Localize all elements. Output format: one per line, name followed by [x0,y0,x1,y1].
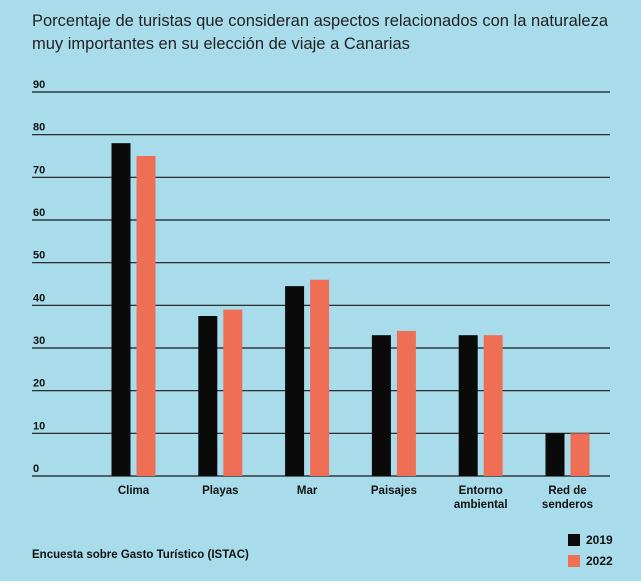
x-category-label: Clima [118,485,150,497]
x-category-label: Paisajes [371,485,417,497]
legend-item-2019: 2019 [568,529,613,550]
bar-2022-paisajes [396,330,416,476]
chart-title: Porcentaje de turistas que consideran as… [32,12,609,53]
bar-2022-clima [136,156,156,476]
y-tick-label: 60 [33,207,45,219]
x-category-label: Red de [548,485,586,497]
y-axis-tick-labels: 0 10 20 30 40 50 60 70 80 90 [33,79,45,475]
bar-2019-paisajes [371,335,391,476]
x-category-label: senderos [542,499,593,511]
x-axis-category-labels: Clima Playas Mar Paisajes Entorno ambiental Re… [118,485,593,511]
y-tick-label: 0 [33,463,39,475]
x-category-label: ambiental [454,499,508,511]
legend: 2019 2022 [568,529,613,571]
legend-label-2022: 2022 [586,553,613,568]
bar-2019-red-de-senderos [545,433,565,476]
bar-2022-playas [223,309,243,476]
legend-swatch-2019 [568,533,580,546]
bar-2022-entorno-ambiental [483,335,503,476]
y-tick-label: 70 [33,164,45,176]
y-tick-label: 20 [33,378,45,390]
bars [111,143,590,476]
bar-2022-mar [310,279,330,476]
x-category-label: Playas [202,485,238,497]
bar-2019-clima [111,143,131,476]
source-note: Encuesta sobre Gasto Turístico (ISTAC) [32,549,249,561]
legend-label-2019: 2019 [586,532,613,547]
y-tick-label: 80 [33,122,45,134]
legend-swatch-2022 [568,554,580,567]
bar-2019-playas [198,316,218,476]
x-category-label: Entorno [459,485,503,497]
legend-item-2022: 2022 [568,550,613,571]
y-tick-label: 90 [33,79,45,91]
x-category-label: Mar [297,485,318,497]
bar-2019-mar [285,286,305,476]
y-tick-label: 40 [33,292,45,304]
y-tick-label: 50 [33,250,45,262]
bar-2022-red-de-senderos [570,433,590,476]
bar-2019-entorno-ambiental [458,335,478,476]
y-tick-label: 30 [33,335,45,347]
y-tick-label: 10 [33,420,45,432]
